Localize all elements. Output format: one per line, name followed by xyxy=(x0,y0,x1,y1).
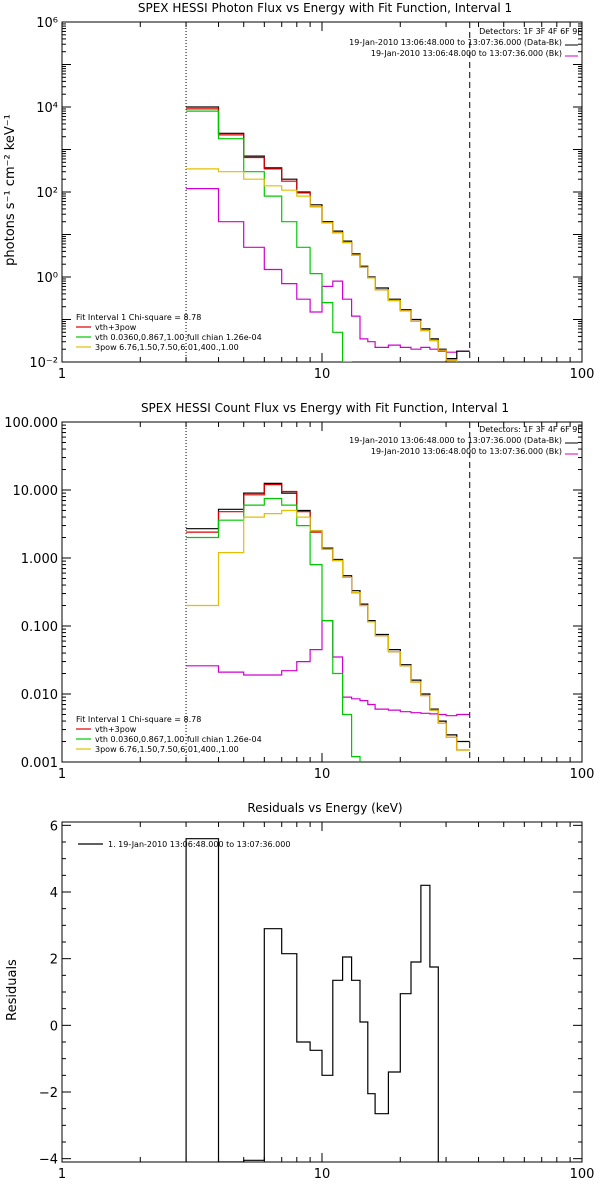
y-tick-label: 0.001 xyxy=(21,756,58,771)
y-tick-label: 0.010 xyxy=(21,688,58,703)
fit-legend-header: Fit Interval 1 Chi-square = 8.78 xyxy=(76,715,201,724)
fit-legend-3pow: 3pow 6.76,1.50,7.50,6.01,400.,1.00 xyxy=(95,343,239,352)
x-tick-label: 100 xyxy=(570,767,595,782)
x-tick-label: 1 xyxy=(58,767,66,782)
y-tick-label: 6 xyxy=(50,819,58,834)
x-tick-label: 10 xyxy=(314,1167,331,1182)
plot-frame xyxy=(61,821,583,1163)
y-tick-label: 2 xyxy=(50,953,58,968)
x-tick-label: 10 xyxy=(314,367,331,382)
y-tick-label: 10.000 xyxy=(13,484,59,499)
photon-flux-title: SPEX HESSI Photon Flux vs Energy with Fi… xyxy=(138,1,512,15)
fit-legend-vth: vth 0.0360,0.867,1.00 full chian 1.26e-0… xyxy=(95,735,262,744)
fit-legend-total: vth+3pow xyxy=(95,725,137,734)
fit-legend-3pow: 3pow 6.76,1.50,7.50,6.01,400.,1.00 xyxy=(95,745,239,754)
y-tick-label: 10² xyxy=(36,186,58,201)
top-legend-data-bk: 19-Jan-2010 13:06:48.000 to 13:07:36.000… xyxy=(349,436,562,445)
y-tick-label: 10⁴ xyxy=(36,101,58,116)
residuals-panel: Residuals vs Energy (keV) Residuals 1. 1… xyxy=(5,801,594,1182)
fit-legend-header: Fit Interval 1 Chi-square = 8.78 xyxy=(76,313,201,322)
fit-legend-total: vth+3pow xyxy=(95,323,137,332)
top-legend-bk: 19-Jan-2010 13:06:48.000 to 13:07:36.000… xyxy=(371,447,562,456)
x-tick-label: 1 xyxy=(58,367,66,382)
x-tick-label: 1 xyxy=(58,1167,66,1182)
series-bk-line xyxy=(186,620,470,717)
top-legend-detectors: Detectors: 1F 3F 4F 6F 9F xyxy=(479,425,582,434)
x-tick-label: 100 xyxy=(570,367,595,382)
y-tick-label: 1.000 xyxy=(21,552,58,567)
fit-legend-vth: vth 0.0360,0.867,1.00 full chian 1.26e-0… xyxy=(95,333,262,342)
y-tick-label: 0.100 xyxy=(21,620,58,635)
y-tick-label: 100.000 xyxy=(4,416,58,431)
y-tick-label: 10⁶ xyxy=(36,16,58,31)
count-flux-panel: SPEX HESSI Count Flux vs Energy with Fit… xyxy=(4,401,595,782)
top-legend-data-bk: 19-Jan-2010 13:06:48.000 to 13:07:36.000… xyxy=(349,38,562,47)
series-vth-line xyxy=(186,110,353,362)
series-vth-3pow-line xyxy=(186,484,470,751)
residuals-ylabel: Residuals xyxy=(5,959,20,1021)
residuals-title: Residuals vs Energy (keV) xyxy=(247,801,402,815)
series-3pow-line xyxy=(186,509,470,751)
series-3pow-line xyxy=(186,168,458,362)
x-tick-label: 100 xyxy=(570,1167,595,1182)
photon-flux-panel: SPEX HESSI Photon Flux vs Energy with Fi… xyxy=(3,1,595,382)
y-tick-label: −2 xyxy=(39,1086,58,1101)
y-tick-label: 10⁻² xyxy=(29,356,58,371)
series-vth-line xyxy=(186,497,361,762)
x-tick-label: 10 xyxy=(314,767,331,782)
top-legend-detectors: Detectors: 1F 3F 4F 6F 9F xyxy=(479,27,582,36)
series-data-bk-line xyxy=(186,106,470,360)
y-tick-label: 0 xyxy=(50,1019,58,1034)
photon-flux-ylabel: photons s⁻¹ cm⁻² keV⁻¹ xyxy=(3,114,18,266)
count-flux-title: SPEX HESSI Count Flux vs Energy with Fit… xyxy=(141,401,509,415)
residual-legend-label: 1. 19-Jan-2010 13:06:48.000 to 13:07:36.… xyxy=(108,840,290,849)
series-data-bk-line xyxy=(186,482,470,743)
top-legend-bk: 19-Jan-2010 13:06:48.000 to 13:07:36.000… xyxy=(371,49,562,58)
series-residual-line xyxy=(185,838,439,1162)
series-bk-line xyxy=(186,188,470,353)
y-tick-label: 4 xyxy=(50,886,58,901)
y-tick-label: −4 xyxy=(39,1153,58,1168)
y-tick-label: 10⁰ xyxy=(36,271,58,286)
